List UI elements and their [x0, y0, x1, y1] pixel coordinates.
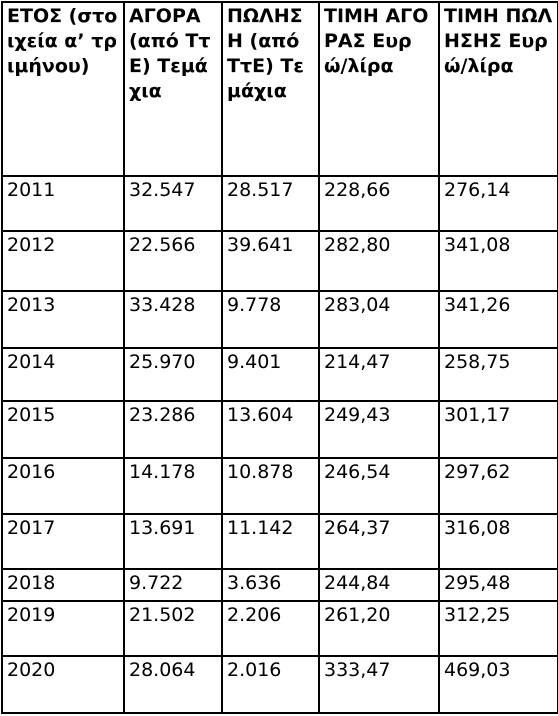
table-row: 2017 13.691 11.142 264,37 316,08	[1, 513, 558, 570]
table-cell: 2019	[1, 600, 125, 657]
table-cell: 32.547	[123, 175, 223, 232]
table-row: 2011 32.547 28.517 228,66 276,14	[1, 175, 558, 232]
table-cell: 264,37	[318, 513, 440, 570]
table-row: 2019 21.502 2.206 261,20 312,25	[1, 600, 558, 657]
header-cell: ΑΓΟΡΑ (από ΤτΕ) Τεμάχια	[123, 1, 223, 177]
table-row: 2014 25.970 9.401 214,47 258,75	[1, 347, 558, 402]
table-cell: 228,66	[318, 175, 440, 232]
table-cell: 25.970	[123, 347, 223, 402]
table-cell: 28.517	[221, 175, 320, 232]
table-cell: 13.604	[221, 400, 320, 459]
table-cell: 244,84	[318, 568, 440, 602]
table-cell: 2017	[1, 513, 125, 570]
header-cell: ΤΙΜΗ ΠΩΛΗΣΗΣ Ευρώ/λίρα	[438, 1, 558, 177]
table-cell: 341,08	[438, 230, 558, 292]
table-cell: 3.636	[221, 568, 320, 602]
table-cell: 276,14	[438, 175, 558, 232]
table-cell: 2.016	[221, 655, 320, 714]
table-cell: 283,04	[318, 290, 440, 349]
table-cell: 21.502	[123, 600, 223, 657]
table-row: 2015 23.286 13.604 249,43 301,17	[1, 400, 558, 459]
table-cell: 261,20	[318, 600, 440, 657]
table-cell: 258,75	[438, 347, 558, 402]
table-cell: 14.178	[123, 457, 223, 515]
table-cell: 28.064	[123, 655, 223, 714]
table-cell: 2020	[1, 655, 125, 714]
table-cell: 2014	[1, 347, 125, 402]
table-row: 2012 22.566 39.641 282,80 341,08	[1, 230, 558, 292]
table-cell: 297,62	[438, 457, 558, 515]
header-cell: ΕΤΟΣ (στοιχεία α’ τριμήνου)	[1, 1, 125, 177]
table-row: 2020 28.064 2.016 333,47 469,03	[1, 655, 558, 714]
header-cell: ΠΩΛΗΣΗ (από ΤτΕ) Τεμάχια	[221, 1, 320, 177]
table-cell: 316,08	[438, 513, 558, 570]
table-cell: 246,54	[318, 457, 440, 515]
table-cell: 249,43	[318, 400, 440, 459]
table-cell: 2012	[1, 230, 125, 292]
table-cell: 9.778	[221, 290, 320, 349]
table-cell: 214,47	[318, 347, 440, 402]
table-cell: 39.641	[221, 230, 320, 292]
table-row: 2013 33.428 9.778 283,04 341,26	[1, 290, 558, 349]
table-cell: 333,47	[318, 655, 440, 714]
table-cell: 11.142	[221, 513, 320, 570]
table-cell: 33.428	[123, 290, 223, 349]
table-cell: 13.691	[123, 513, 223, 570]
table-cell: 2013	[1, 290, 125, 349]
header-row: ΕΤΟΣ (στοιχεία α’ τριμήνου) ΑΓΟΡΑ (από Ττ…	[1, 1, 558, 177]
table-cell: 312,25	[438, 600, 558, 657]
table-cell: 9.401	[221, 347, 320, 402]
table-cell: 341,26	[438, 290, 558, 349]
table-cell: 282,80	[318, 230, 440, 292]
table-cell: 469,03	[438, 655, 558, 714]
table-row: 2018 9.722 3.636 244,84 295,48	[1, 568, 558, 602]
table-cell: 2016	[1, 457, 125, 515]
table-cell: 22.566	[123, 230, 223, 292]
header-cell: ΤΙΜΗ ΑΓΟΡΑΣ Ευρώ/λίρα	[318, 1, 440, 177]
table-cell: 301,17	[438, 400, 558, 459]
table-cell: 2015	[1, 400, 125, 459]
table-cell: 9.722	[123, 568, 223, 602]
table-cell: 2.206	[221, 600, 320, 657]
table-cell: 10.878	[221, 457, 320, 515]
table-row: 2016 14.178 10.878 246,54 297,62	[1, 457, 558, 515]
table-cell: 2018	[1, 568, 125, 602]
table-cell: 23.286	[123, 400, 223, 459]
table-cell: 2011	[1, 175, 125, 232]
table-cell: 295,48	[438, 568, 558, 602]
